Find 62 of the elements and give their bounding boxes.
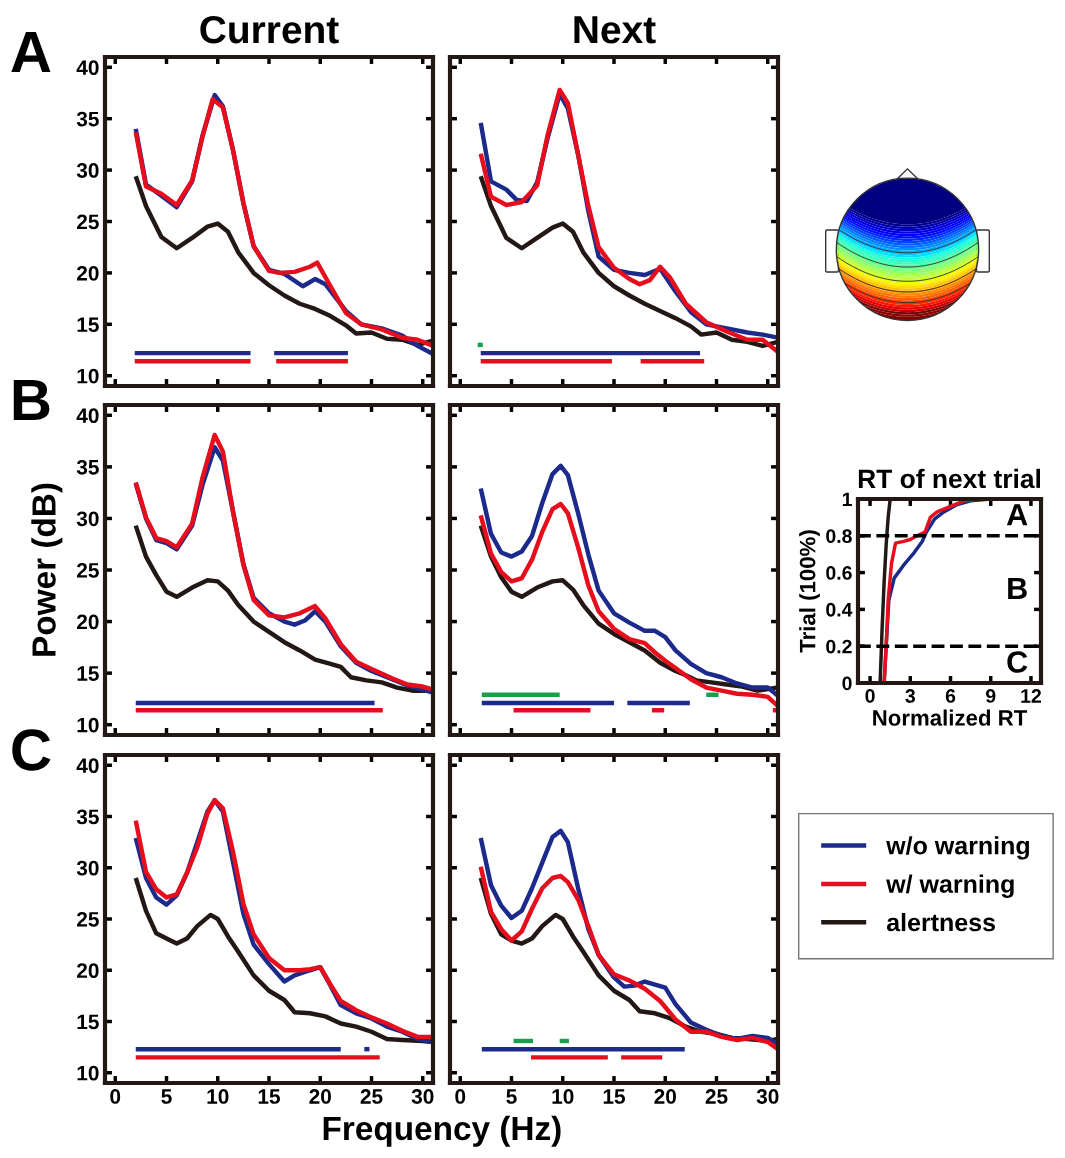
y-tick-label: 15 bbox=[77, 666, 99, 681]
annotation: A bbox=[1006, 504, 1028, 526]
y-tick-label: 25 bbox=[77, 563, 99, 578]
x-tick-label: 5 bbox=[506, 1089, 517, 1104]
x-tick-label: 6 bbox=[945, 689, 956, 703]
x-tick-label: 0 bbox=[865, 689, 875, 703]
y-tick-label: 30 bbox=[76, 163, 99, 178]
x-tick-label: 5 bbox=[161, 1089, 172, 1104]
chart-title: Current bbox=[200, 15, 339, 44]
x-tick-label: 9 bbox=[985, 689, 996, 703]
chart-title: Next bbox=[574, 16, 656, 44]
y-axis-title: Power (dB) bbox=[31, 483, 63, 656]
text: A bbox=[11, 31, 51, 73]
x-tick-label: 15 bbox=[258, 1089, 281, 1104]
y-tick-label: 35 bbox=[76, 459, 99, 475]
y-tick-label: 20 bbox=[77, 614, 99, 630]
y-tick-label: 0.6 bbox=[826, 566, 852, 580]
x-tick-label: 25 bbox=[360, 1089, 383, 1104]
x-tick-label: 20 bbox=[654, 1089, 676, 1104]
y-tick-label: 35 bbox=[76, 809, 99, 825]
y-tick-label: 20 bbox=[77, 963, 99, 978]
y-tick-label: 30 bbox=[76, 511, 99, 527]
y-tick-label: 10 bbox=[77, 717, 99, 733]
annotation: C bbox=[1007, 651, 1028, 673]
chart-title: RT of next trial bbox=[858, 468, 1041, 489]
y-axis-title: Trial (100%) bbox=[799, 530, 820, 653]
y-tick-label: 40 bbox=[76, 758, 99, 773]
x-tick-label: 15 bbox=[603, 1089, 626, 1104]
legend-label: w/ warning bbox=[886, 874, 1014, 898]
y-tick-label: 10 bbox=[77, 368, 99, 384]
x-tick-label: 10 bbox=[552, 1089, 574, 1104]
y-tick-label: 25 bbox=[77, 912, 99, 927]
x-tick-label: 30 bbox=[756, 1089, 779, 1104]
y-tick-label: 1 bbox=[842, 492, 852, 507]
x-tick-label: 30 bbox=[411, 1089, 434, 1104]
legend-label: alertness bbox=[886, 912, 995, 932]
text: C bbox=[12, 729, 51, 771]
x-tick-label: 0 bbox=[455, 1089, 466, 1104]
x-tick-label: 10 bbox=[207, 1089, 229, 1104]
x-tick-label: 3 bbox=[905, 689, 915, 703]
x-tick-label: 12 bbox=[1021, 689, 1041, 703]
y-tick-label: 0.4 bbox=[826, 602, 853, 617]
y-tick-label: 10 bbox=[77, 1065, 99, 1081]
y-tick-label: 40 bbox=[76, 408, 99, 424]
x-tick-label: 0 bbox=[110, 1089, 121, 1104]
y-tick-label: 40 bbox=[76, 60, 99, 76]
y-tick-label: 20 bbox=[77, 265, 99, 281]
annotation: B bbox=[1008, 577, 1027, 599]
y-tick-label: 15 bbox=[77, 1014, 99, 1030]
legend-label: w/o warning bbox=[886, 836, 1029, 860]
x-tick-label: 25 bbox=[705, 1089, 728, 1104]
y-tick-label: 30 bbox=[76, 860, 99, 876]
y-tick-label: 0.8 bbox=[826, 529, 852, 544]
text: B bbox=[13, 379, 50, 421]
y-tick-label: 15 bbox=[77, 317, 99, 333]
y-tick-label: 0.2 bbox=[826, 639, 852, 654]
y-tick-label: 35 bbox=[76, 111, 99, 127]
y-tick-label: 0 bbox=[842, 676, 852, 691]
y-tick-label: 25 bbox=[77, 214, 99, 230]
x-axis-title: Frequency (Hz) bbox=[323, 1115, 561, 1147]
x-tick-label: 20 bbox=[309, 1089, 331, 1104]
x-axis-title: Normalized RT bbox=[873, 709, 1028, 726]
